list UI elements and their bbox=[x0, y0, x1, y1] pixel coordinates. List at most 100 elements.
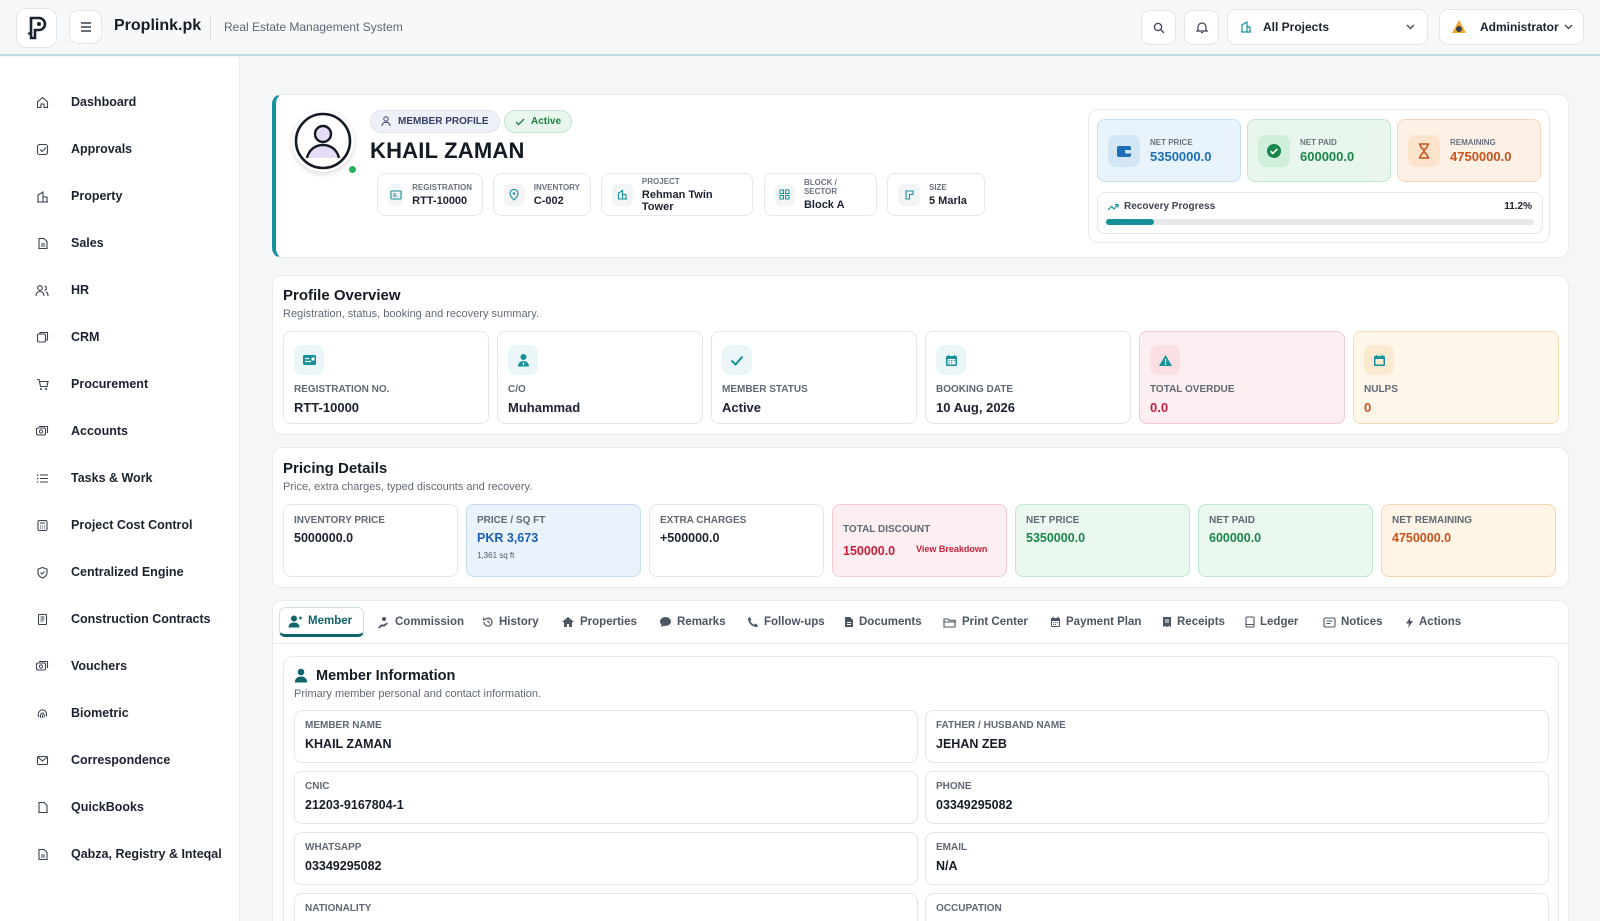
profile-overview-title: Profile Overview bbox=[283, 287, 401, 304]
sidebar-item-procurement[interactable]: Procurement bbox=[16, 364, 226, 404]
overview-total-overdue: TOTAL OVERDUE 0.0 bbox=[1139, 331, 1345, 424]
field-value: KHAIL ZAMAN bbox=[305, 737, 392, 751]
progress-track bbox=[1106, 219, 1534, 225]
pricing-total-discount: TOTAL DISCOUNT 150000.0 View Breakdown bbox=[832, 504, 1007, 577]
sidebar-item-label: Centralized Engine bbox=[71, 565, 184, 579]
tab-payment-plan[interactable]: Payment Plan bbox=[1042, 607, 1149, 637]
field-email: EMAIL N/A bbox=[925, 832, 1549, 885]
app-logo[interactable] bbox=[16, 8, 57, 48]
warning-icon bbox=[1150, 345, 1180, 375]
sidebar-item-construction-contracts[interactable]: Construction Contracts bbox=[16, 599, 226, 639]
tab-actions[interactable]: Actions bbox=[1397, 607, 1469, 637]
meta-registration: REGISTRATION RTT-10000 bbox=[377, 173, 483, 216]
sidebar-item-dashboard[interactable]: Dashboard bbox=[16, 82, 226, 122]
id-card-icon bbox=[294, 345, 324, 375]
check-icon bbox=[722, 345, 752, 375]
sidebar-item-correspondence[interactable]: Correspondence bbox=[16, 740, 226, 780]
tab-remarks[interactable]: Remarks bbox=[651, 607, 734, 637]
project-select[interactable]: All Projects bbox=[1227, 9, 1428, 45]
user-avatar-icon bbox=[294, 112, 352, 170]
notifications-button[interactable] bbox=[1184, 10, 1219, 45]
overview-nulps: NULPS 0 bbox=[1353, 331, 1559, 424]
sidebar-item-property[interactable]: Property bbox=[16, 176, 226, 216]
recovery-progress-percent: 11.2% bbox=[1504, 201, 1532, 212]
tab-member[interactable]: Member bbox=[279, 607, 364, 637]
pricing-label: PRICE / SQ FT bbox=[477, 515, 546, 526]
tab-history[interactable]: History bbox=[474, 607, 547, 637]
calendar-icon bbox=[1051, 616, 1060, 627]
overview-label: BOOKING DATE bbox=[936, 384, 1014, 395]
pricing-net-price: NET PRICE 5350000.0 bbox=[1015, 504, 1190, 577]
member-information-subtitle: Primary member personal and contact info… bbox=[294, 688, 541, 700]
sidebar-item-centralized-engine[interactable]: Centralized Engine bbox=[16, 552, 226, 592]
sidebar-item-label: Correspondence bbox=[71, 753, 171, 767]
commission-icon bbox=[378, 616, 388, 628]
stat-label: NET PAID bbox=[1300, 137, 1337, 147]
sidebar-item-accounts[interactable]: Accounts bbox=[16, 411, 226, 451]
tab-print-center[interactable]: Print Center bbox=[935, 607, 1036, 637]
pricing-label: NET PRICE bbox=[1026, 515, 1080, 526]
overview-label: NULPS bbox=[1364, 384, 1398, 395]
sidebar-item-quickbooks[interactable]: QuickBooks bbox=[16, 787, 226, 827]
meta-label: BLOCK / SECTOR bbox=[803, 178, 838, 196]
tab-commission[interactable]: Commission bbox=[369, 607, 472, 637]
building-icon bbox=[24, 178, 60, 214]
sidebar-item-crm[interactable]: CRM bbox=[16, 317, 226, 357]
status-badge: Active bbox=[504, 110, 573, 133]
tab-label: Follow-ups bbox=[764, 616, 825, 628]
overview-care-of: C/O Muhammad bbox=[497, 331, 703, 424]
area-icon bbox=[898, 183, 920, 206]
sidebar-item-hr[interactable]: HR bbox=[16, 270, 226, 310]
field-member-name: MEMBER NAME KHAIL ZAMAN bbox=[294, 710, 918, 763]
registry-icon bbox=[24, 836, 60, 872]
meta-value: C-002 bbox=[533, 194, 564, 207]
building-icon bbox=[612, 183, 633, 206]
sidebar-item-approvals[interactable]: Approvals bbox=[16, 129, 226, 169]
sidebar-item-project-cost-control[interactable]: Project Cost Control bbox=[16, 505, 226, 545]
tab-label: Documents bbox=[859, 616, 922, 628]
pricing-details-title: Pricing Details bbox=[283, 460, 388, 477]
field-value: JEHAN ZEB bbox=[936, 737, 1007, 751]
search-button[interactable] bbox=[1141, 10, 1176, 45]
overview-label: C/O bbox=[508, 384, 526, 395]
overview-label: MEMBER STATUS bbox=[722, 384, 808, 395]
sidebar-item-label: Qabza, Registry & Inteqal bbox=[71, 847, 222, 861]
grid-icon bbox=[775, 183, 795, 206]
bolt-icon bbox=[1406, 616, 1413, 628]
tab-ledger[interactable]: Ledger bbox=[1237, 607, 1306, 637]
overview-member-status: MEMBER STATUS Active bbox=[711, 331, 917, 424]
sidebar-item-sales[interactable]: Sales bbox=[16, 223, 226, 263]
tab-properties[interactable]: Properties bbox=[553, 607, 645, 637]
field-label: MEMBER NAME bbox=[305, 720, 382, 731]
sidebar-item-label: Biometric bbox=[71, 706, 129, 720]
tab-follow-ups[interactable]: Follow-ups bbox=[739, 607, 833, 637]
user-name: Administrator bbox=[1480, 20, 1559, 34]
calendar-icon bbox=[1364, 345, 1394, 375]
field-label: EMAIL bbox=[936, 842, 968, 853]
user-menu[interactable]: Administrator bbox=[1439, 9, 1584, 45]
sidebar-item-label: Construction Contracts bbox=[71, 612, 211, 626]
tab-receipts[interactable]: Receipts bbox=[1154, 607, 1233, 637]
field-label: FATHER / HUSBAND NAME bbox=[936, 720, 1066, 731]
tab-notices[interactable]: Notices bbox=[1315, 607, 1391, 637]
overview-value: RTT-10000 bbox=[294, 400, 360, 415]
sidebar-item-vouchers[interactable]: Vouchers bbox=[16, 646, 226, 686]
pricing-price-per-sqft: PRICE / SQ FT PKR 3,673 1,361 sq ft bbox=[466, 504, 641, 577]
sidebar-item-biometric[interactable]: Biometric bbox=[16, 693, 226, 733]
calculator-icon bbox=[24, 507, 60, 543]
field-father-husband-name: FATHER / HUSBAND NAME JEHAN ZEB bbox=[925, 710, 1549, 763]
list-icon bbox=[24, 460, 60, 496]
sidebar-item-tasks-work[interactable]: Tasks & Work bbox=[16, 458, 226, 498]
hamburger-menu-button[interactable] bbox=[69, 10, 102, 44]
sidebar-item-qabza-registry-inteqal[interactable]: Qabza, Registry & Inteqal bbox=[16, 834, 226, 874]
notice-icon bbox=[1323, 617, 1336, 628]
pricing-net-remaining: NET REMAINING 4750000.0 bbox=[1381, 504, 1556, 577]
pricing-value: 150000.0 bbox=[843, 544, 896, 558]
person-tie-icon bbox=[508, 345, 538, 375]
trend-up-icon bbox=[1107, 203, 1119, 211]
tab-documents[interactable]: Documents bbox=[836, 607, 930, 637]
pricing-label: TOTAL DISCOUNT bbox=[843, 524, 931, 535]
view-breakdown-link[interactable]: View Breakdown bbox=[916, 544, 988, 554]
meta-value: Rehman Twin Tower bbox=[641, 188, 713, 213]
overview-registration-no: REGISTRATION NO. RTT-10000 bbox=[283, 331, 489, 424]
